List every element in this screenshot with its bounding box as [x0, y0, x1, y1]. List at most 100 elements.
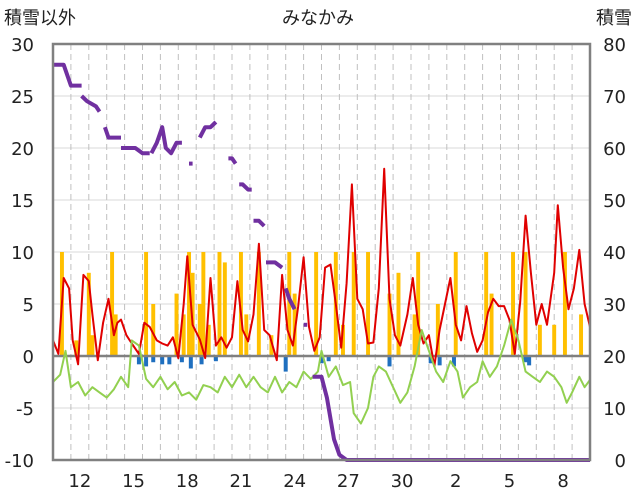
- left-tick-label: 5: [23, 295, 34, 316]
- snow-change-bar: [167, 356, 172, 365]
- precip-bar: [523, 252, 528, 356]
- precip-bar: [201, 252, 206, 356]
- snow-change-bar: [523, 356, 528, 363]
- x-tick-label: 18: [176, 471, 199, 492]
- snow-change-bar: [387, 356, 392, 367]
- snow-change-bar: [199, 356, 204, 365]
- left-tick-label: -10: [5, 451, 34, 472]
- snow-change-bar: [144, 356, 149, 367]
- snow-change-bar: [428, 356, 433, 364]
- chart-title: みなかみ: [282, 8, 354, 29]
- precip-bar: [412, 314, 417, 356]
- snow_depth-line: [228, 156, 238, 165]
- snow_depth-line: [53, 62, 82, 88]
- right-tick-label: 70: [603, 87, 626, 108]
- left-tick-label: -5: [16, 399, 34, 420]
- snow-change-bars: [136, 356, 532, 372]
- precip-bar: [341, 324, 345, 356]
- precip-bar: [537, 324, 542, 356]
- snow_depth-line: [266, 260, 284, 270]
- snow-change-bar: [326, 356, 331, 362]
- precip-bar: [217, 252, 222, 356]
- precip-bar: [552, 324, 557, 356]
- precip-bar: [489, 293, 494, 356]
- precip-bars: [59, 252, 584, 356]
- snow-change-bar: [437, 356, 442, 366]
- snow_depth-line: [283, 287, 297, 311]
- precip-bar: [287, 252, 292, 356]
- right-tick-label: 50: [603, 191, 626, 212]
- left-tick-label: 10: [11, 243, 34, 264]
- precip-bar: [579, 314, 584, 356]
- precip-bar: [269, 335, 274, 356]
- snow_depth-line: [253, 218, 266, 228]
- precip-bar: [206, 324, 211, 356]
- snow-change-bar: [527, 356, 532, 366]
- precip-bar: [511, 252, 515, 356]
- right-tick-label: 80: [603, 35, 626, 56]
- precip-bar: [387, 293, 392, 356]
- precip-bar: [351, 252, 356, 356]
- precip-bar: [174, 293, 179, 356]
- precip-bar: [314, 252, 319, 356]
- left-tick-label: 25: [11, 87, 34, 108]
- precip-bar: [416, 252, 421, 356]
- precip-bar: [113, 314, 118, 356]
- precip-bar: [151, 304, 156, 356]
- snow_depth-line: [239, 182, 252, 192]
- precip-bar: [292, 293, 297, 356]
- temp_min-line: [52, 318, 591, 425]
- precip-bar: [366, 252, 371, 356]
- left-axis-title: 積雪以外: [4, 8, 76, 29]
- snow_depth-line: [103, 126, 121, 140]
- snow_depth-line: [312, 374, 590, 462]
- precip-bar: [562, 252, 567, 356]
- x-tick-label: 12: [68, 471, 91, 492]
- snow-change-bar: [151, 356, 156, 363]
- precip-bar: [181, 314, 186, 356]
- precip-bar: [74, 340, 79, 356]
- snow-change-bar: [213, 356, 218, 362]
- snow_depth-line: [121, 146, 150, 156]
- precip-bar: [187, 252, 192, 356]
- right-tick-label: 10: [603, 399, 626, 420]
- precip-bar: [244, 314, 249, 356]
- plot-frame: [51, 42, 592, 462]
- x-tick-label: 5: [504, 471, 515, 492]
- snow_depth-line: [80, 94, 102, 113]
- x-tick-label: 24: [283, 471, 306, 492]
- x-tick-label: 30: [391, 471, 414, 492]
- precip-bar: [396, 272, 401, 356]
- right-axis-title: 積雪: [596, 8, 632, 29]
- right-tick-label: 60: [603, 139, 626, 160]
- snow-change-bar: [179, 356, 184, 363]
- precip-bar: [435, 304, 440, 356]
- snow-change-bar: [160, 356, 165, 365]
- precip-bar: [144, 252, 149, 356]
- x-tick-label: 2: [450, 471, 461, 492]
- snow-change-bar: [451, 356, 456, 367]
- series-lines: [52, 62, 591, 462]
- x-tick-label: 21: [229, 471, 252, 492]
- left-tick-label: 0: [23, 347, 34, 368]
- precip-bar: [90, 335, 95, 356]
- precip-bar: [256, 252, 261, 356]
- precip-bar: [110, 252, 115, 356]
- x-tick-label: 15: [122, 471, 145, 492]
- left-tick-label: 30: [11, 35, 34, 56]
- snow-change-bar: [136, 356, 141, 365]
- precip-bar: [197, 304, 202, 356]
- right-tick-label: 20: [603, 347, 626, 368]
- right-tick-label: 30: [603, 295, 626, 316]
- precip-bar: [453, 252, 458, 356]
- left-tick-label: 20: [11, 139, 34, 160]
- snow_depth-line: [198, 120, 218, 139]
- precip-bar: [222, 262, 227, 356]
- precip-bar: [484, 252, 489, 356]
- snow-change-bar: [188, 356, 193, 369]
- snow-change-bar: [283, 356, 288, 372]
- right-tick-label: 40: [603, 243, 626, 264]
- right-tick-label: 0: [615, 451, 626, 472]
